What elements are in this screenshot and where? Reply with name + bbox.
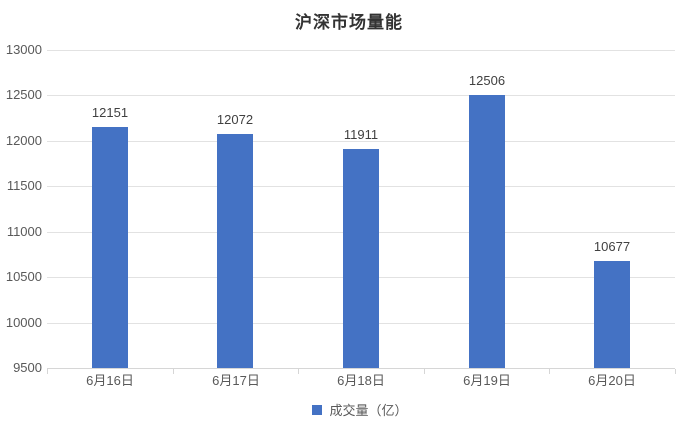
- x-axis-tick-mark: [549, 369, 550, 374]
- bar-value-label: 12072: [216, 112, 254, 127]
- chart-title: 沪深市场量能: [295, 13, 403, 32]
- x-axis-line: [47, 368, 675, 369]
- bar: [92, 127, 128, 368]
- legend-marker-square: [312, 404, 323, 415]
- x-axis-tick-mark: [173, 369, 174, 374]
- y-axis-tick-label: 12000: [5, 133, 42, 148]
- x-axis-tick-label: 6月16日: [86, 373, 134, 388]
- bar-value-label: 10677: [593, 239, 631, 254]
- bar-value-label: 11911: [343, 127, 379, 142]
- gridline: [47, 95, 675, 96]
- y-axis-tick-label: 12500: [5, 87, 42, 102]
- gridline: [47, 50, 675, 51]
- x-axis-tick-label: 6月19日: [463, 373, 511, 388]
- legend: 成交量（亿）: [0, 400, 677, 419]
- x-axis-tick-label: 6月18日: [337, 373, 385, 388]
- x-axis-tick-mark: [675, 369, 676, 374]
- y-axis-tick-label: 9500: [13, 360, 42, 375]
- legend-label: 成交量（亿）: [329, 403, 408, 418]
- gridline: [47, 141, 675, 142]
- y-axis-tick-label: 10000: [5, 315, 42, 330]
- y-axis-tick-label: 10500: [5, 269, 42, 284]
- x-axis-tick-label: 6月17日: [212, 373, 260, 388]
- x-axis-tick-mark: [298, 369, 299, 374]
- bar: [343, 149, 379, 368]
- y-axis-tick-label: 13000: [5, 42, 42, 57]
- x-axis-tick-mark: [47, 369, 48, 374]
- y-axis-tick-label: 11000: [6, 224, 42, 239]
- bar-value-label: 12151: [91, 105, 129, 120]
- bar: [594, 261, 630, 368]
- bar: [469, 95, 505, 368]
- bar: [217, 134, 253, 368]
- bar-value-label: 12506: [468, 73, 506, 88]
- x-axis-tick-mark: [424, 369, 425, 374]
- y-axis-tick-label: 11500: [6, 178, 42, 193]
- x-axis-tick-label: 6月20日: [588, 373, 636, 388]
